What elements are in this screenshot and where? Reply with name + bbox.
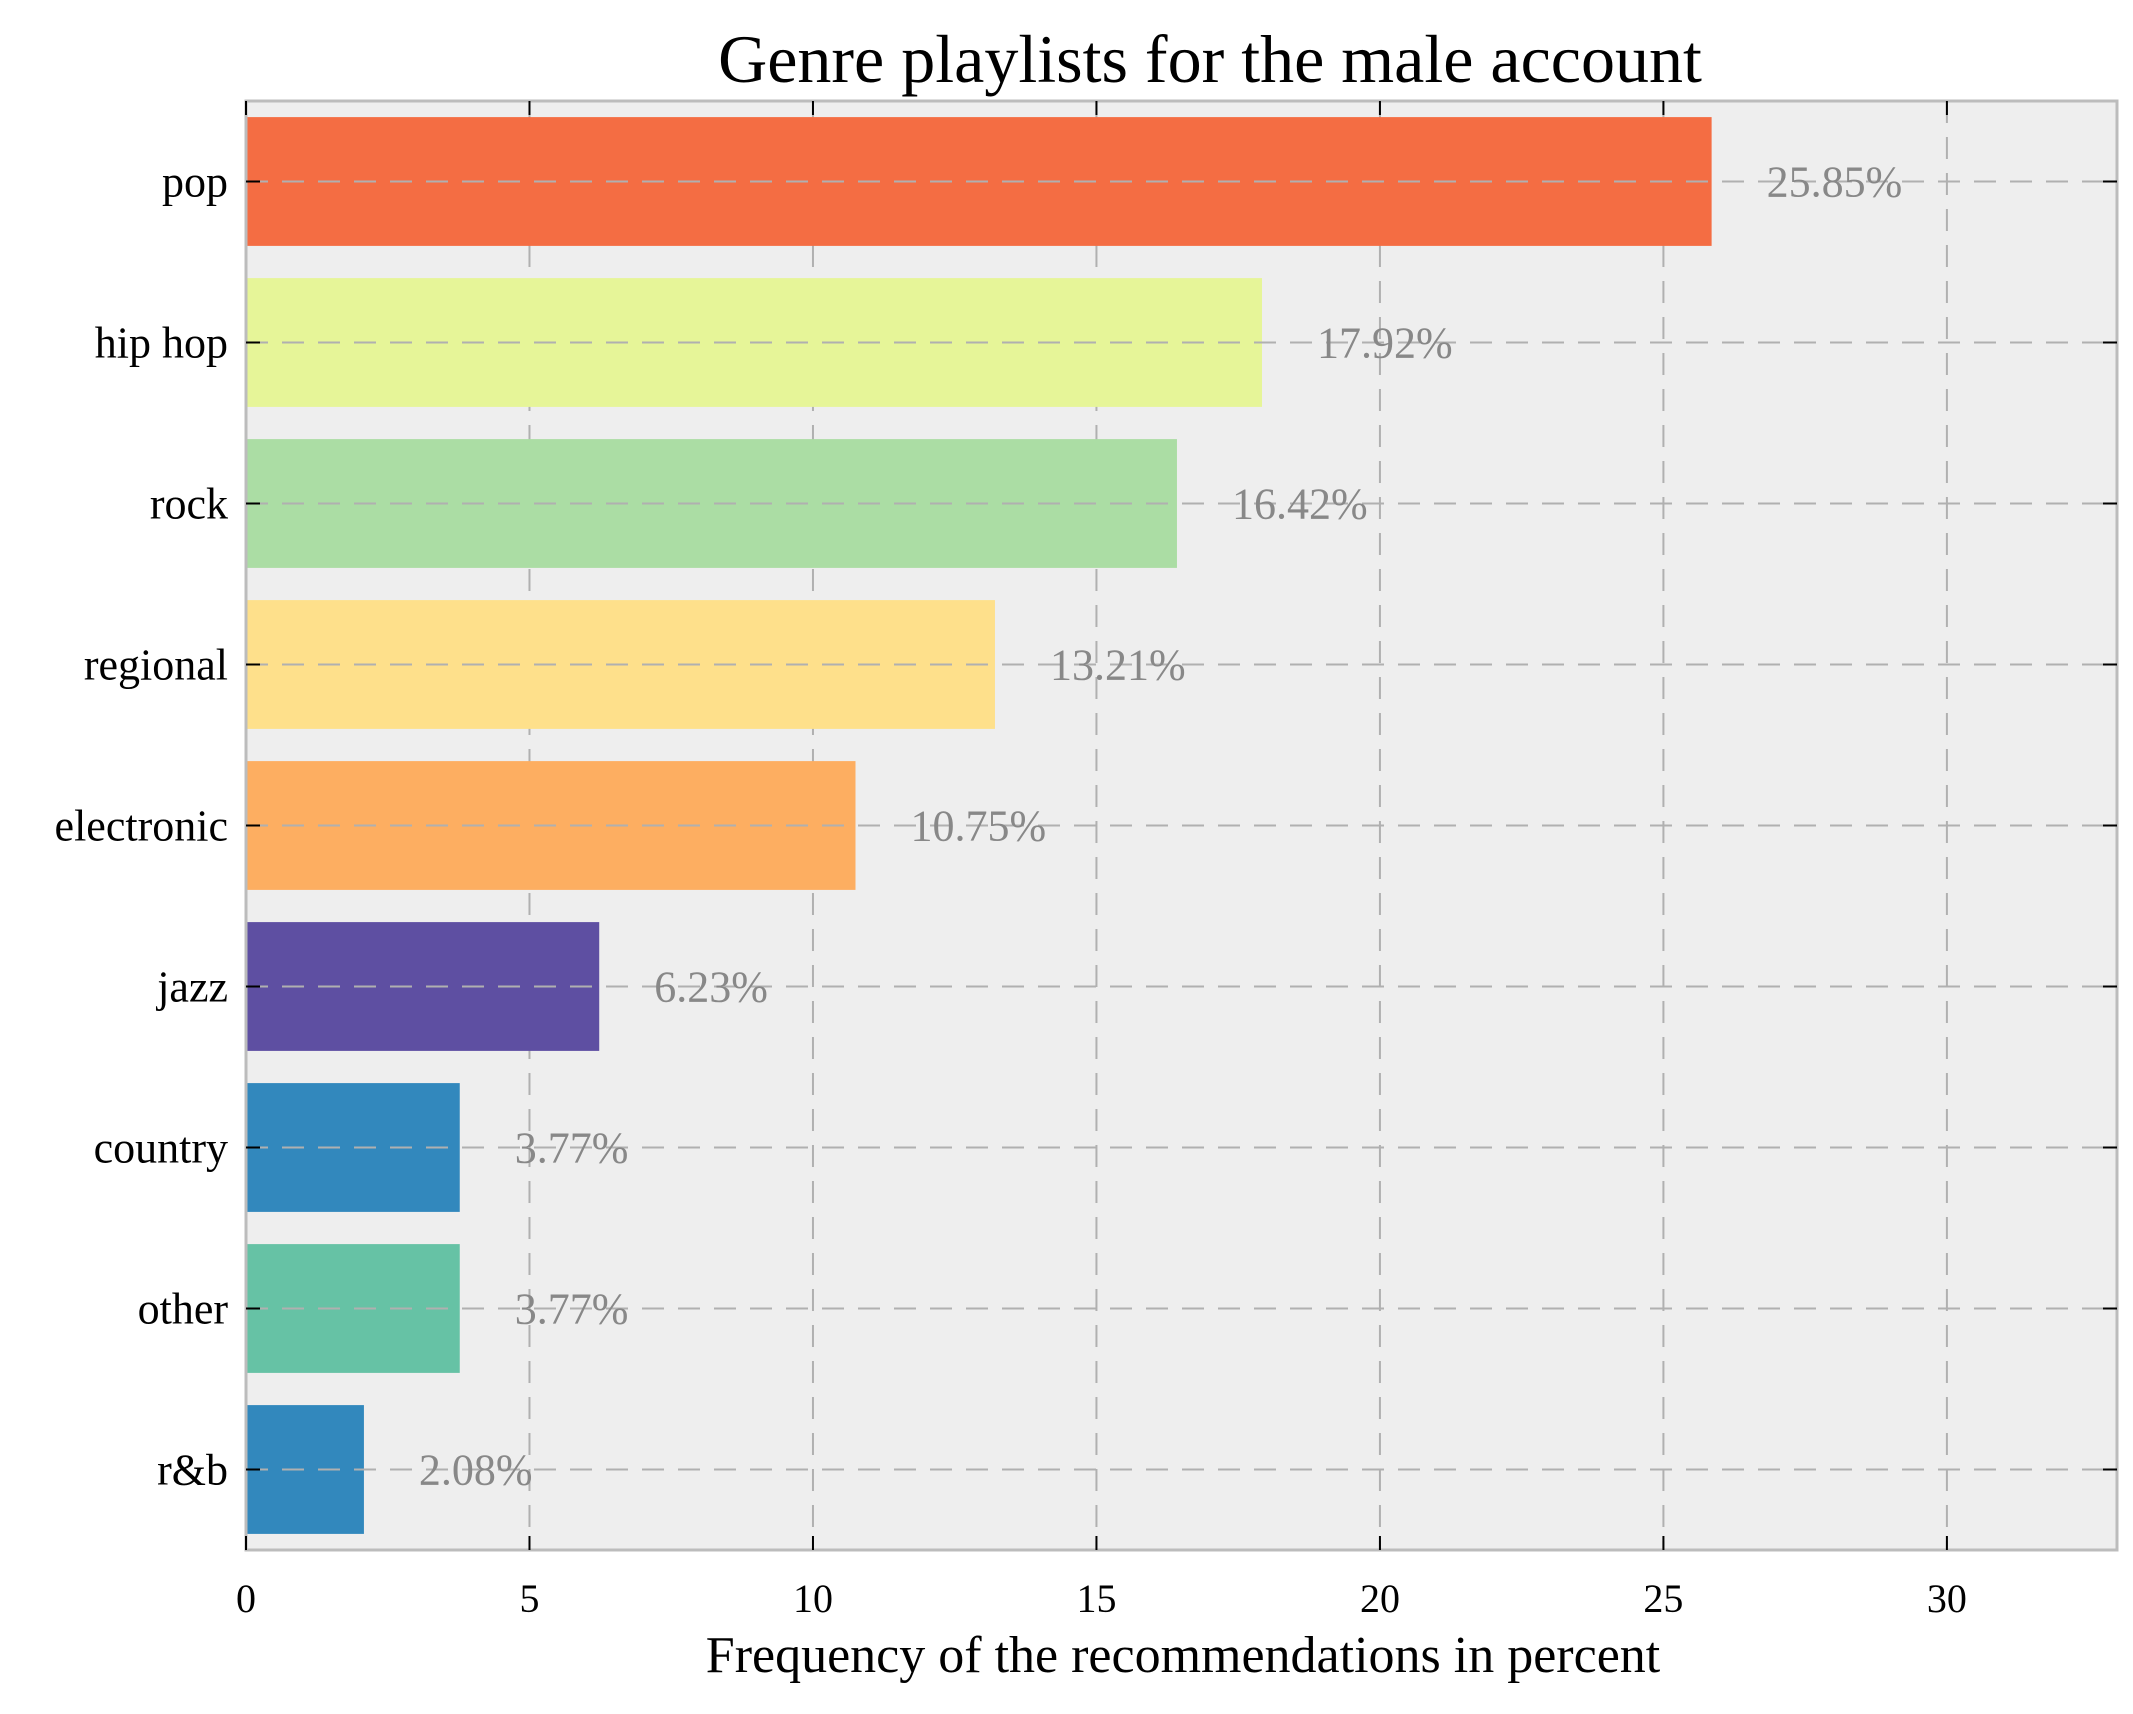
data-label: 25.85% [1767,158,1903,207]
x-tick-labels: 0 5 10 15 20 25 30 [236,1576,1967,1621]
bar-country [246,1083,460,1212]
data-label: 17.92% [1317,319,1453,368]
x-tick-label: 25 [1643,1576,1683,1621]
y-tick-label: country [94,1124,228,1173]
data-label: 6.23% [654,963,768,1012]
y-tick-label: hip hop [95,319,228,368]
y-tick-label: jazz [155,963,228,1012]
y-tick-label: regional [84,641,228,690]
y-tick-labels: pop hip hop rock regional electronic jazz coun… [55,158,229,1495]
x-tick-label: 5 [519,1576,539,1621]
x-tick-label: 20 [1360,1576,1400,1621]
x-tick-label: 0 [236,1576,256,1621]
x-tick-label: 15 [1076,1576,1116,1621]
y-tick-label: r&b [157,1446,228,1495]
data-label: 13.21% [1050,641,1186,690]
data-label: 3.77% [515,1285,629,1334]
x-tick-label: 10 [793,1576,833,1621]
chart-title: Genre playlists for the male account [718,21,1702,97]
data-label: 3.77% [515,1124,629,1173]
x-axis-label: Frequency of the recommendations in perc… [706,1627,1661,1684]
y-tick-label: pop [162,158,228,207]
data-labels: 25.85% 17.92% 16.42% 13.21% 10.75% 6.23% 3.77%… [419,158,1902,1495]
y-tick-label: other [138,1285,229,1334]
y-tick-label: rock [150,480,228,529]
data-label: 2.08% [419,1446,533,1495]
data-label: 10.75% [910,802,1046,851]
bar-other [246,1244,460,1373]
y-tick-label: electronic [55,802,228,851]
data-label: 16.42% [1232,480,1368,529]
horizontal-grid-lines [246,180,2117,1471]
x-tick-label: 30 [1927,1576,1967,1621]
bar-rock [246,439,1177,568]
axis-ticks [245,101,2117,1550]
